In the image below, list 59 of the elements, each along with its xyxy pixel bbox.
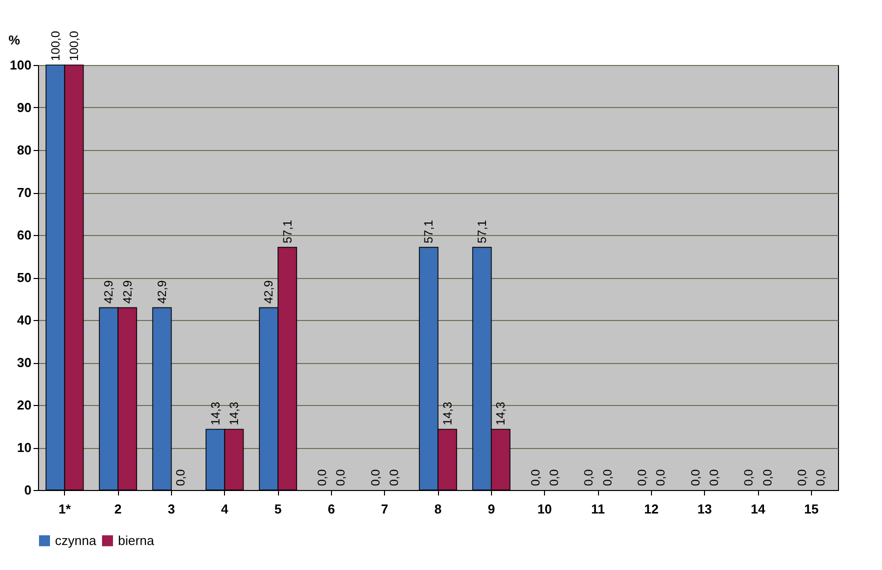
y-tick-label: 20: [17, 398, 32, 412]
data-label: 0,0: [600, 468, 614, 486]
data-label: 0,0: [635, 468, 649, 486]
legend-label: bierna: [118, 532, 155, 548]
x-tick-label: 1*: [58, 502, 72, 516]
y-tick-label: 70: [17, 185, 32, 200]
data-label: 42,9: [102, 280, 116, 304]
data-label: 0,0: [654, 468, 668, 486]
y-tick-label: 30: [17, 355, 32, 370]
data-label: 100,0: [48, 30, 62, 61]
x-tick-label: 5: [274, 502, 282, 516]
data-label: 14,3: [440, 402, 454, 426]
data-label: 42,9: [262, 280, 276, 304]
data-label: 100,0: [67, 30, 81, 61]
x-tick-label: 4: [221, 502, 230, 516]
y-tick-label: 90: [17, 100, 32, 115]
data-label: 0,0: [707, 468, 721, 486]
y-axis-title: %: [8, 32, 20, 48]
legend-label: czynna: [55, 532, 97, 548]
x-tick-label: 12: [644, 502, 659, 516]
data-label: 0,0: [368, 468, 382, 486]
y-tick-label: 40: [17, 312, 32, 328]
data-label: 0,0: [814, 468, 828, 486]
data-label: 14,3: [208, 402, 222, 426]
data-label: 0,0: [174, 468, 188, 486]
data-label: 0,0: [547, 468, 561, 486]
x-tick-label: 6: [328, 502, 335, 516]
data-label: 0,0: [387, 468, 401, 486]
x-tick-label: 10: [537, 502, 552, 516]
x-tick-label: 15: [804, 502, 819, 516]
data-label: 0,0: [742, 468, 756, 486]
x-tick-label: 3: [168, 502, 175, 516]
y-tick-label: 10: [17, 440, 32, 455]
y-tick-label: 60: [17, 228, 32, 242]
x-tick-label: 8: [434, 502, 442, 516]
data-label: 42,9: [120, 280, 134, 304]
data-label: 14,3: [227, 402, 241, 426]
data-label: 0,0: [795, 468, 809, 486]
data-label: 14,3: [494, 402, 508, 426]
y-tick-label: 0: [24, 482, 32, 498]
data-label: 0,0: [315, 468, 329, 486]
x-tick-label: 9: [488, 502, 495, 516]
y-tick-label: 80: [17, 142, 32, 158]
x-tick-label: 14: [750, 502, 766, 516]
data-label: 0,0: [582, 468, 596, 486]
x-tick-label: 11: [591, 502, 605, 516]
x-tick-label: 13: [697, 502, 712, 516]
data-label: 57,1: [422, 220, 436, 244]
data-label: 0,0: [760, 468, 774, 486]
data-label: 0,0: [688, 468, 702, 486]
y-tick-label: 50: [17, 270, 32, 285]
data-label: 57,1: [475, 220, 489, 244]
data-label: 0,0: [334, 468, 348, 486]
data-label: 42,9: [155, 280, 169, 304]
y-tick-label: 100: [10, 58, 32, 72]
x-tick-label: 7: [381, 502, 388, 516]
x-tick-label: 2: [114, 502, 122, 516]
data-label: 0,0: [528, 468, 542, 486]
data-label: 57,1: [280, 220, 294, 244]
